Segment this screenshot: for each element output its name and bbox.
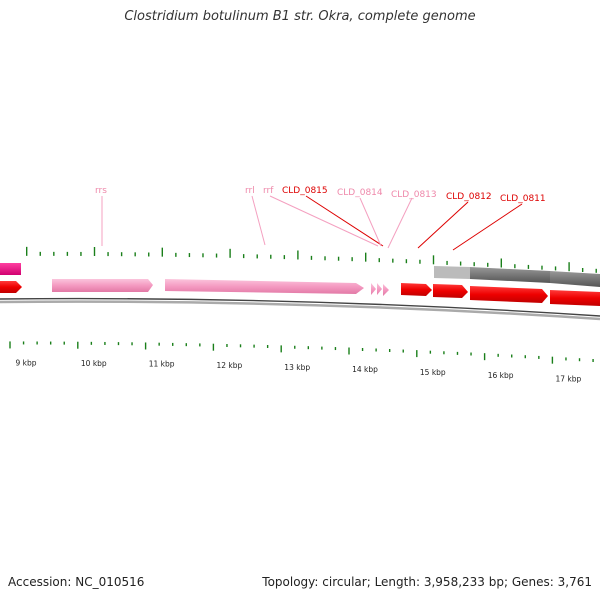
backbone-inner — [0, 300, 600, 321]
cld-0812-leader — [417, 201, 469, 249]
kbp-label: 11 kbp — [149, 360, 175, 369]
length-value: 3,958,233 bp — [423, 575, 504, 589]
gene-label-cld-0813[interactable]: CLD_0813 — [391, 190, 437, 200]
rrs-feature[interactable] — [52, 279, 153, 292]
cld-0811-leader — [452, 203, 523, 251]
topology-value: circular — [322, 575, 367, 589]
genome-metadata: Topology: circular; Length: 3,958,233 bp… — [262, 575, 592, 589]
gene-label-cld-0815[interactable]: CLD_0815 — [282, 186, 328, 196]
rrl-feature[interactable] — [165, 279, 364, 294]
kbp-label: 12 kbp — [217, 361, 243, 370]
rrf-leader — [269, 195, 379, 247]
topology-label: Topology: — [262, 575, 319, 589]
kbp-label: 15 kbp — [420, 368, 446, 377]
grey-track-segment — [550, 271, 600, 287]
gene-label-rrs[interactable]: rrs — [95, 186, 107, 196]
cds-feature[interactable] — [0, 281, 22, 293]
genes-value: 3,761 — [557, 575, 592, 589]
kbp-label: 9 kbp — [15, 358, 36, 367]
accession-value: NC_010516 — [75, 575, 145, 589]
upper-tick-track — [26, 246, 597, 273]
kbp-scale-labels: 9 kbp 10 kbp 11 kbp 12 kbp 13 kbp 14 kbp 15 kb… — [15, 358, 581, 383]
cld-0815-leader — [305, 195, 384, 247]
map-title: Clostridium botulinum B1 str. Okra, comp… — [124, 9, 476, 24]
backbone-outer — [0, 297, 600, 317]
cld-0813-leader — [387, 197, 413, 249]
cld-0812-feature[interactable] — [433, 284, 468, 298]
gene-label-rrl[interactable]: rrl — [245, 186, 255, 196]
cld-0814-leader — [359, 197, 382, 247]
kbp-label: 10 kbp — [81, 359, 107, 368]
accession-info: Accession: NC_010516 — [8, 575, 144, 589]
gene-label-rrf[interactable]: rrf — [263, 186, 274, 196]
grey-track-segment — [434, 266, 470, 279]
length-label: Length: — [374, 575, 421, 589]
gene-label-cld-0814[interactable]: CLD_0814 — [337, 188, 383, 198]
kbp-label: 13 kbp — [284, 363, 310, 372]
accession-label: Accession: — [8, 575, 72, 589]
cld-0811-feature[interactable] — [470, 286, 548, 303]
kbp-label: 14 kbp — [352, 365, 378, 374]
kbp-label: 16 kbp — [488, 371, 514, 380]
rrf-feature[interactable] — [371, 283, 389, 296]
grey-track-segment — [470, 267, 550, 283]
cds-feature[interactable] — [550, 290, 600, 306]
gene-label-cld-0811[interactable]: CLD_0811 — [500, 194, 546, 204]
cld-0815-feature[interactable] — [401, 283, 432, 296]
kbp-label: 17 kbp — [556, 375, 582, 384]
lower-tick-track — [9, 341, 594, 364]
gene-label-cld-0812[interactable]: CLD_0812 — [446, 192, 492, 202]
rrl-leader — [251, 195, 266, 246]
cds-feature[interactable] — [0, 263, 21, 275]
genes-label: Genes: — [511, 575, 554, 589]
